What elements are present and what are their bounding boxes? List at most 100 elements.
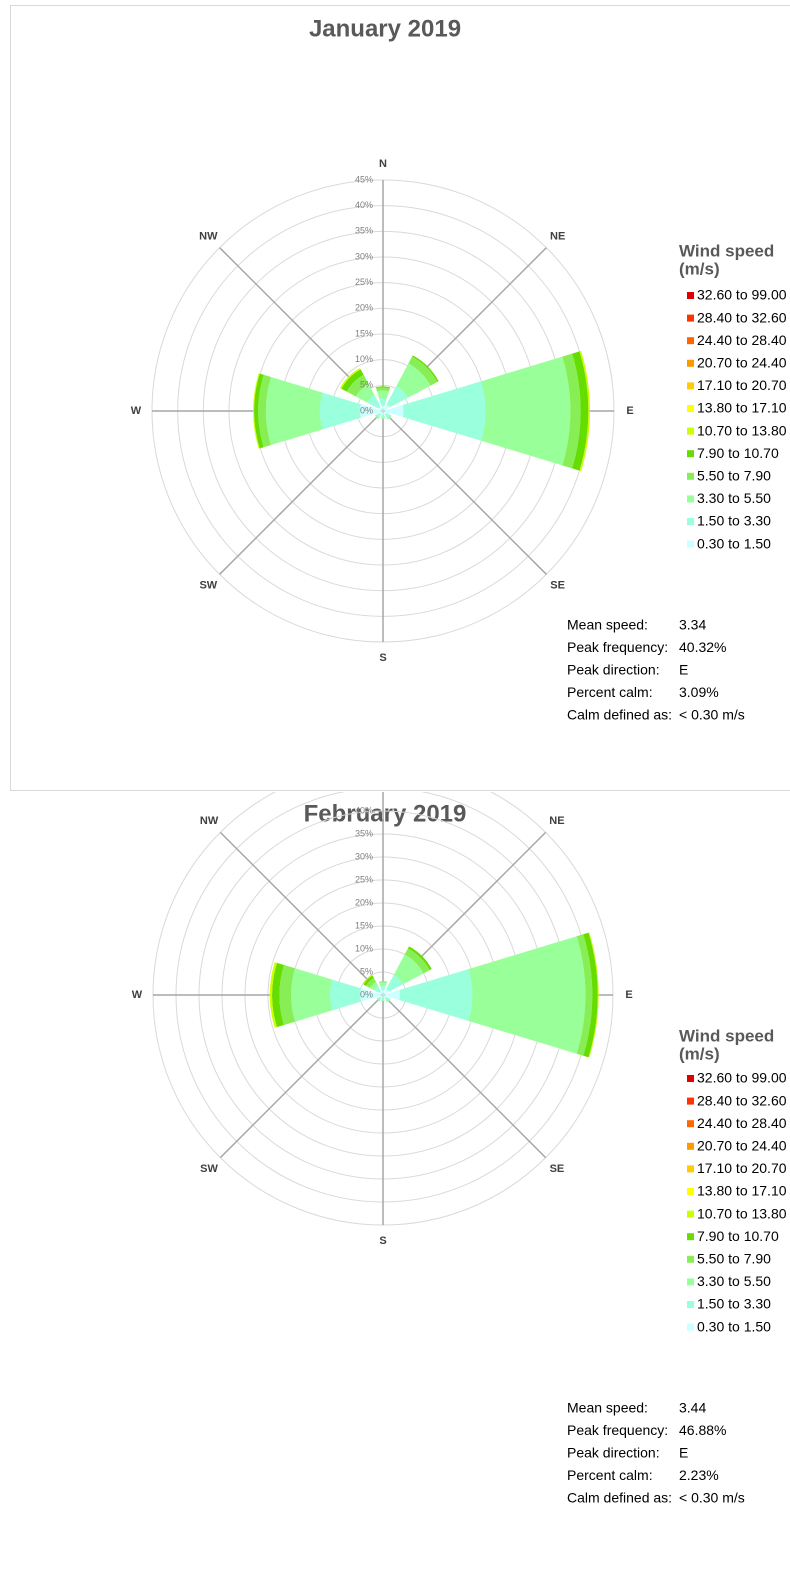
legend-label: 10.70 to 13.80 [697,422,787,438]
wind-wedge [381,999,385,1001]
legend-label: 3.30 to 5.50 [697,1273,771,1289]
direction-axis [382,994,547,1159]
legend-label: 32.60 to 99.00 [697,287,787,303]
legend-label: 13.80 to 17.10 [697,1183,787,1199]
legend-swatch [687,540,694,548]
legend-swatch [687,1142,694,1150]
wind-wedge [412,355,439,382]
wind-wedge [380,985,386,991]
stat-label: Mean speed: [567,1400,648,1416]
wind-wedge [378,406,383,411]
wind-wedge [363,975,374,986]
wind-wedge [367,395,381,409]
wind-wedge [339,367,361,389]
wind-wedge [381,411,385,415]
radial-tick-label: 0% [360,405,373,415]
wind-wedge [386,414,392,420]
radial-tick-label: 30% [355,251,373,261]
wind-wedge [383,990,401,1000]
wind-wedge [355,383,375,403]
wind-wedge [370,982,379,991]
stat-label: Peak frequency: [567,639,668,655]
wind-wedge [383,995,387,999]
chart-title: February 2019 [304,800,467,827]
wind-wedge [396,363,431,398]
direction-axis [219,410,384,575]
radial-tick-label: 10% [355,943,373,953]
legend-swatch [687,1210,694,1218]
legend-label: 0.30 to 1.50 [697,535,771,551]
radial-tick-label: 30% [355,851,373,861]
wind-wedge [365,977,377,989]
wind-wedge [377,996,382,1001]
wind-wedge [408,356,438,386]
wind-wedge [291,968,333,1022]
stat-label: Calm defined as: [567,1490,672,1506]
wind-wedge [381,414,385,418]
wind-wedge [583,932,598,1058]
legend-label: 24.40 to 28.40 [697,332,787,348]
wind-wedge [404,948,430,974]
legend-title: Wind speed [679,241,774,260]
direction-label: SW [199,580,217,592]
direction-label: NE [549,815,564,827]
wind-wedge [378,990,383,995]
legend-label: 28.40 to 32.60 [697,1092,787,1108]
legend-swatch [687,1278,694,1286]
legend-label: 20.70 to 24.40 [697,355,787,371]
wind-wedge [379,995,383,999]
wind-wedge [383,404,390,411]
legend-swatch [687,1120,694,1128]
wind-wedge [379,411,383,415]
legend-swatch [687,1323,694,1331]
direction-label: S [379,652,386,664]
direction-axis [382,410,547,575]
stat-value: 3.44 [679,1400,706,1416]
wind-wedge [383,988,390,995]
wind-wedge [360,988,383,1002]
legend-label: 5.50 to 7.90 [697,1251,771,1267]
stat-value: 46.88% [679,1422,726,1438]
legend-swatch [687,427,694,435]
wind-wedge [374,414,380,420]
wind-wedge [253,373,260,449]
direction-label: SW [200,1163,218,1175]
legend-swatch [687,518,694,525]
legend-swatch [687,1188,694,1195]
chart-title: January 2019 [309,15,461,42]
wind-wedge [265,377,323,445]
direction-label: SE [550,1163,565,1175]
legend-swatch [687,1075,694,1082]
legend-label: 7.90 to 10.70 [697,445,779,461]
wind-wedge [254,373,264,449]
legend-label: 1.50 to 3.30 [697,1296,771,1312]
radial-tick-label: 15% [355,920,373,930]
stat-value: < 0.30 m/s [679,707,745,723]
legend-label: 0.30 to 1.50 [697,1318,771,1334]
legend-swatch [687,382,694,390]
wind-wedge [481,356,571,466]
stat-label: Calm defined as: [567,707,672,723]
legend-label: 32.60 to 99.00 [697,1070,787,1086]
radial-tick-label: 20% [355,897,373,907]
radial-tick-label: 0% [360,989,373,999]
wind-wedge [579,350,590,472]
wind-wedge [359,404,383,418]
direction-label: N [379,158,387,170]
wind-wedge [376,998,380,1002]
stat-value: E [679,662,688,678]
wind-wedge [379,398,387,407]
wind-wedge [386,998,391,1003]
direction-label: SE [550,580,565,592]
legend-label: 10.70 to 13.80 [697,1205,787,1221]
legend-swatch [687,405,694,412]
radial-tick-label: 35% [355,828,373,838]
wind-wedge [272,962,284,1028]
direction-label: W [131,405,142,417]
legend-label: 1.50 to 3.30 [697,513,771,529]
legend-label: 7.90 to 10.70 [697,1228,779,1244]
direction-label: E [625,989,632,1001]
direction-label: NW [200,815,219,827]
wind-wedge [381,405,385,411]
wind-wedge [378,981,388,983]
